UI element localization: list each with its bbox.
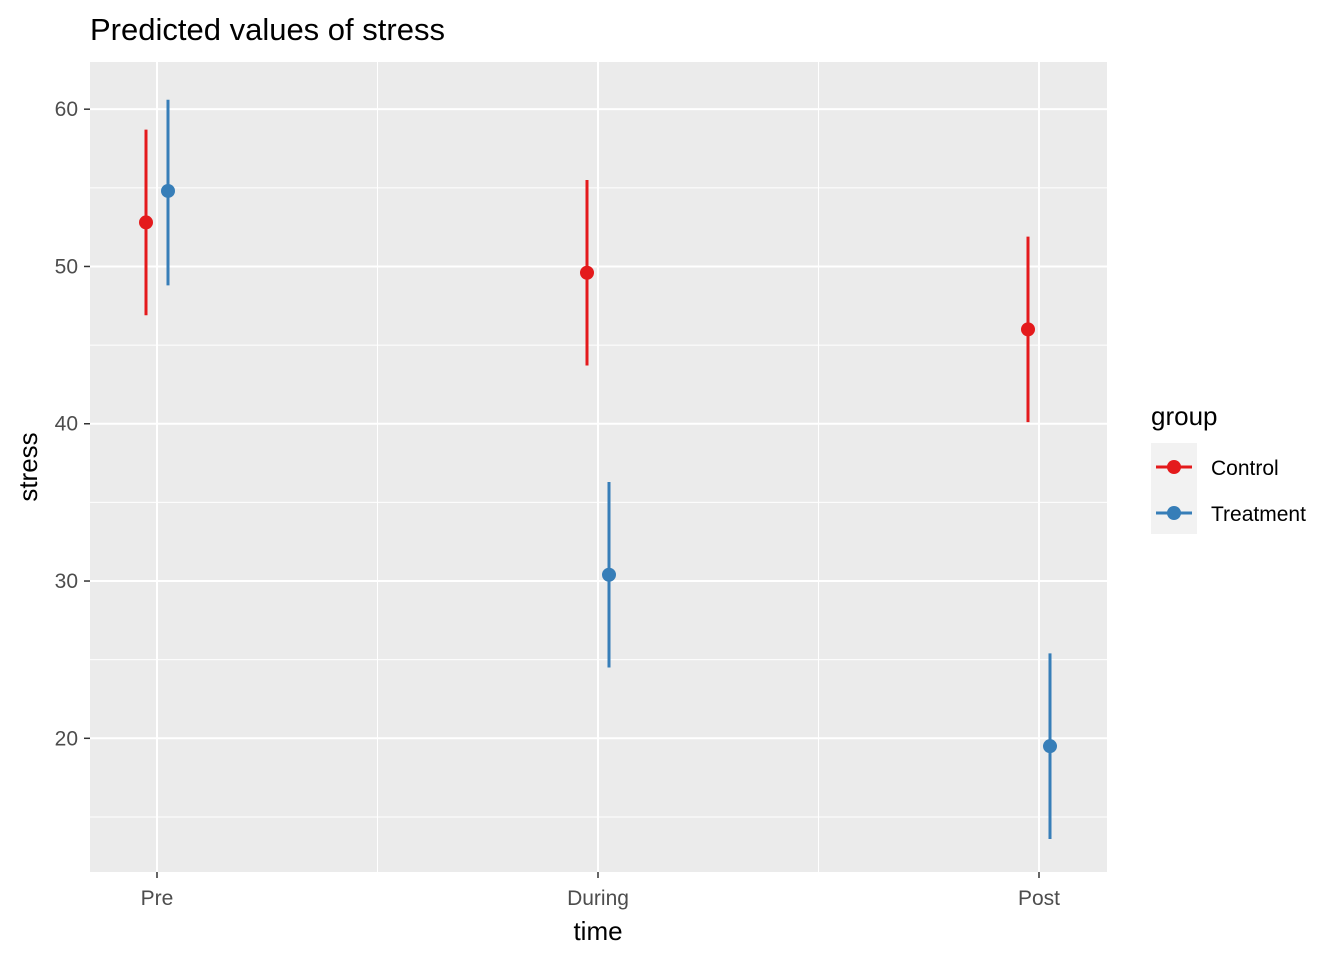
y-axis-title: stress bbox=[13, 432, 43, 501]
legend-key-point bbox=[1167, 506, 1181, 520]
grid-major bbox=[90, 62, 1107, 872]
point-treatment bbox=[161, 183, 175, 198]
x-tick-label: Pre bbox=[141, 887, 174, 910]
chart-title: Predicted values of stress bbox=[90, 12, 445, 47]
y-tick-label: 40 bbox=[55, 413, 78, 436]
point-control bbox=[1021, 322, 1035, 337]
y-tick-label: 20 bbox=[55, 727, 78, 750]
x-axis: Pre During Post bbox=[141, 872, 1060, 910]
point-treatment bbox=[1043, 739, 1057, 754]
y-axis: 20 30 40 50 60 bbox=[55, 98, 90, 750]
legend-key-point bbox=[1167, 460, 1181, 474]
y-tick-label: 30 bbox=[55, 570, 78, 593]
legend-label: Control bbox=[1211, 457, 1279, 480]
x-axis-title: time bbox=[573, 916, 622, 946]
point-control bbox=[139, 215, 153, 230]
legend-title: group bbox=[1151, 401, 1218, 431]
legend-key-background bbox=[1151, 443, 1197, 534]
point-control bbox=[580, 265, 594, 280]
legend-label: Treatment bbox=[1211, 503, 1306, 526]
point-treatment bbox=[602, 567, 616, 582]
y-tick-label: 60 bbox=[55, 98, 78, 121]
x-tick-label: During bbox=[567, 887, 629, 910]
chart-marks bbox=[139, 99, 1057, 839]
legend: group Control Treatment bbox=[1151, 401, 1306, 534]
y-tick-label: 50 bbox=[55, 255, 78, 278]
x-tick-label: Post bbox=[1018, 887, 1060, 910]
